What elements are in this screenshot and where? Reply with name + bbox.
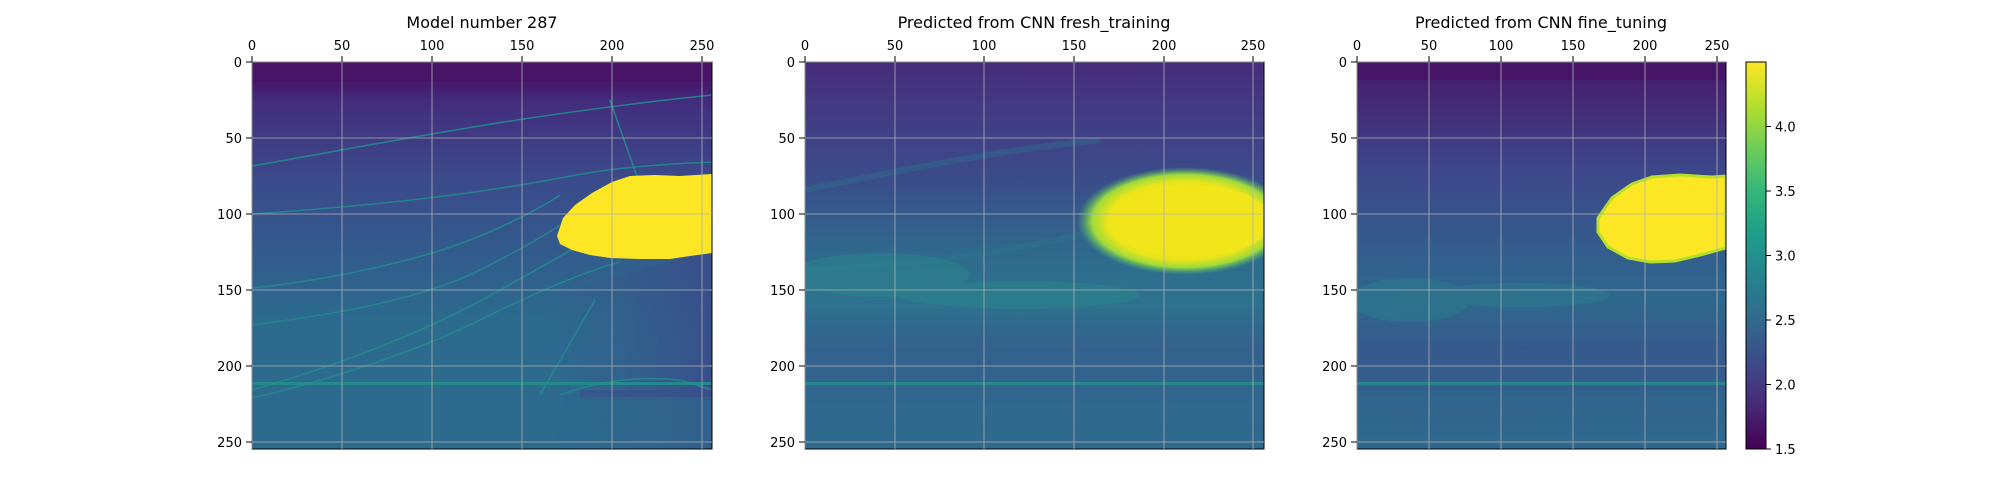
y-tick-label: 50 [778,132,795,147]
y-tick-label: 200 [217,360,242,375]
y-tick-label: 100 [770,208,795,223]
panel-fresh-training: Predicted from CNN fresh_training [770,13,1266,451]
y-tick-label: 200 [770,360,795,375]
y-tick-label: 150 [770,284,795,299]
x-tick-label: 0 [1353,39,1361,54]
y-tick-label: 250 [1322,436,1347,451]
heatmap-image [1357,62,1726,449]
y-tick-label: 150 [1322,284,1347,299]
y-tick-label: 250 [217,436,242,451]
gridlines [1356,61,1726,449]
y-tick-labels: 0 50 100 150 200 250 [217,56,242,451]
x-tick-label: 50 [1421,39,1438,54]
x-tick-label: 200 [600,39,625,54]
colorbar-tick-label: 3.0 [1775,250,1796,265]
gridlines [251,61,712,449]
x-tick-label: 0 [801,39,809,54]
y-tick-labels: 0 50 100 150 200 250 [770,56,795,451]
x-tick-label: 200 [1152,39,1177,54]
x-tick-labels: 0 50 100 150 200 250 [1353,39,1730,54]
y-tick-label: 0 [787,56,795,71]
x-ticks [804,56,1254,62]
y-tick-labels: 0 50 100 150 200 250 [1322,56,1347,451]
high-velocity-anomaly [557,174,712,259]
x-tick-label: 200 [1633,39,1658,54]
colorbar-gradient [1745,61,1767,450]
x-tick-label: 0 [248,39,256,54]
x-tick-labels: 0 50 100 150 200 250 [801,39,1266,54]
x-tick-labels: 0 50 100 150 200 250 [248,39,715,54]
y-tick-label: 200 [1322,360,1347,375]
gridlines [804,61,1264,449]
x-tick-label: 150 [510,39,535,54]
panel-title: Predicted from CNN fresh_training [898,13,1171,33]
x-tick-label: 100 [1489,39,1514,54]
x-tick-label: 250 [690,39,715,54]
panel-title: Model number 287 [406,13,557,32]
y-tick-label: 150 [217,284,242,299]
y-tick-label: 50 [1330,132,1347,147]
panel-title: Predicted from CNN fine_tuning [1415,13,1667,33]
y-ticks [799,61,805,443]
x-tick-label: 50 [887,39,904,54]
x-tick-label: 250 [1241,39,1266,54]
x-tick-label: 150 [1062,39,1087,54]
x-tick-label: 150 [1561,39,1586,54]
x-tick-label: 50 [334,39,351,54]
high-velocity-anomaly [1596,173,1726,264]
x-tick-label: 250 [1705,39,1730,54]
colorbar-tick-label: 4.0 [1775,121,1796,136]
x-ticks [251,56,703,62]
colorbar-tick-label: 1.5 [1775,443,1796,458]
colorbar-tick-label: 2.5 [1775,314,1796,329]
colorbar: 1.5 2.0 2.5 3.0 3.5 4.0 [1745,61,1796,458]
x-tick-label: 100 [972,39,997,54]
y-ticks [1351,61,1357,443]
heatmap-image [252,62,712,449]
colorbar-ticks: 1.5 2.0 2.5 3.0 3.5 4.0 [1766,121,1796,458]
panel-fine-tuning: Predicted from CNN fine_tuning [1322,13,1729,451]
y-ticks [246,61,252,443]
colorbar-tick-label: 3.5 [1775,185,1796,200]
y-tick-label: 0 [234,56,242,71]
heatmap-image [805,62,1264,449]
y-tick-label: 50 [225,132,242,147]
y-tick-label: 100 [1322,208,1347,223]
x-ticks [1356,56,1718,62]
panel-model: Model number 287 [217,13,714,451]
y-tick-label: 100 [217,208,242,223]
x-tick-label: 100 [420,39,445,54]
y-tick-label: 0 [1339,56,1347,71]
y-tick-label: 250 [770,436,795,451]
colorbar-tick-label: 2.0 [1775,379,1796,394]
